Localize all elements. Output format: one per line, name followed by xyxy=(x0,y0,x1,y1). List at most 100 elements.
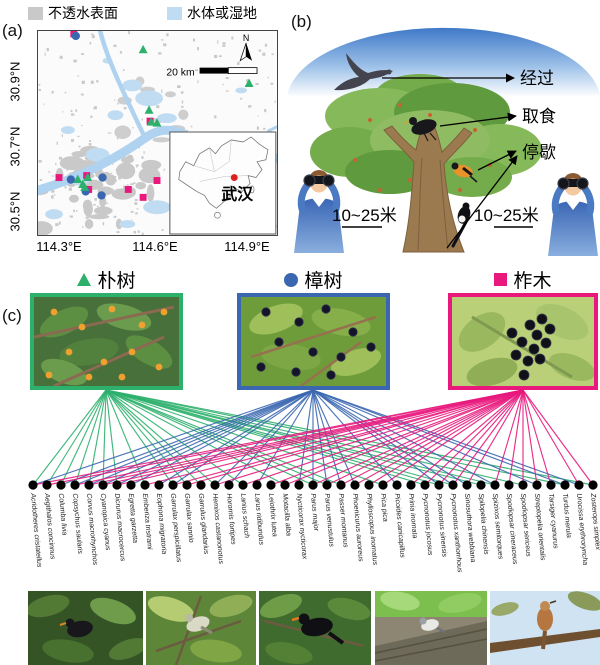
green-triangle-icon xyxy=(77,273,92,286)
legend-item-impervious: 不透水表面 xyxy=(28,3,118,23)
bird-name-label: Urocissa erythroryncha xyxy=(575,493,589,566)
bird-name-label: Tarsiger cyanurus xyxy=(547,493,559,549)
bird-name-label: Emberiza tristrami xyxy=(141,493,153,550)
bird-node xyxy=(210,480,220,490)
bird-name-label: Parus venustulus xyxy=(323,493,335,548)
bird-node xyxy=(238,480,248,490)
fruit-tree xyxy=(310,74,542,253)
bird-name-label: Spodiopsar cineraceus xyxy=(505,493,519,565)
bird-name-label: Egretta garzetta xyxy=(127,493,139,544)
bird-name-label: Larus ridibundus xyxy=(253,493,265,546)
site-marker-camphor xyxy=(66,175,76,184)
bird-node xyxy=(588,480,598,490)
bird-photo-5 xyxy=(490,591,600,665)
bird-node xyxy=(420,480,430,490)
network-edge xyxy=(186,389,524,486)
network-edge xyxy=(88,389,107,486)
bird-name-label: Copsychus saularis xyxy=(71,493,84,555)
network-edge xyxy=(312,389,440,486)
bird-name-label: Picoides canicapillus xyxy=(393,493,406,559)
bird-node xyxy=(392,480,402,490)
network-edge xyxy=(522,389,538,486)
bird-node xyxy=(364,480,374,490)
y-tick-2: 30.7°N xyxy=(7,126,23,167)
bird-name-label: Zosterops simplex xyxy=(589,493,600,551)
bird-node xyxy=(308,480,318,490)
bird-node xyxy=(112,480,122,490)
xylosma-label: 柞木 xyxy=(448,266,598,293)
bird-name-label: Pycnonotus sinensis xyxy=(435,493,448,558)
bird-name-label: Prinia inornata xyxy=(407,493,418,539)
bird-name-label: Columba livia xyxy=(57,493,68,536)
bird-node xyxy=(70,480,80,490)
bird-node xyxy=(42,480,52,490)
bird-node xyxy=(140,480,150,490)
observation-illustration: 经过 取食 停歇 10~25米 10~25米 xyxy=(287,27,600,258)
bird-name-label: Lanius schach xyxy=(239,493,250,539)
network-edge xyxy=(312,389,524,486)
bird-name-label: Horornis fortipes xyxy=(225,493,237,545)
site-marker-xylosma xyxy=(124,185,132,193)
bird-node xyxy=(252,480,262,490)
sampling-sites xyxy=(55,31,254,201)
network-edge xyxy=(368,389,524,486)
perching-label: 停歇 xyxy=(522,143,556,162)
bird-name-label: Aegithalos concinnus xyxy=(43,493,56,560)
network-edge xyxy=(46,389,107,486)
pink-square-icon xyxy=(494,273,508,286)
network-edge xyxy=(494,389,524,486)
bird-name-label: Motacilla alba xyxy=(281,493,292,537)
site-marker-xylosma xyxy=(153,177,161,184)
bird-name-label: Leiothrix lutea xyxy=(267,493,278,538)
bird-name-label: Phoenicurus auroreus xyxy=(351,493,364,562)
site-marker-hackberry xyxy=(152,118,162,127)
bird-name-label: Garrulax sannio xyxy=(183,493,195,543)
bird-node xyxy=(434,480,444,490)
bird-node xyxy=(532,480,542,490)
bird-name-label: Garrulus glandarius xyxy=(197,493,210,555)
impervious-swatch xyxy=(28,6,43,20)
network-edge xyxy=(270,389,524,486)
camphor-label: 樟树 xyxy=(237,266,390,293)
bird-photo-2 xyxy=(146,591,256,665)
site-marker-hackberry xyxy=(73,174,83,184)
bird-node xyxy=(182,480,192,490)
bird-name-label: Acridotheres cristatellus xyxy=(29,493,43,568)
svg-text:20 km: 20 km xyxy=(166,68,194,79)
flying-pigeon-icon xyxy=(334,53,393,91)
bird-name-label: Corvus macrorhynchos xyxy=(85,493,99,566)
network-edge xyxy=(382,389,524,486)
bird-name-label: Spilopelia chinensis xyxy=(477,493,490,555)
distance-left-label: 10~25米 xyxy=(332,206,397,225)
x-tick-3: 114.9°E xyxy=(224,239,270,254)
network-edge xyxy=(242,389,524,486)
bird-node xyxy=(518,480,528,490)
site-marker-hackberry xyxy=(144,105,154,114)
network-edge xyxy=(102,389,314,486)
china-outline xyxy=(178,136,269,209)
bird-node xyxy=(126,480,136,490)
bird-name-label: Passer montanus xyxy=(337,493,349,548)
site-marker-xylosma xyxy=(139,193,147,201)
china-inset-map: 武汉 xyxy=(169,131,277,235)
site-marker-xylosma xyxy=(55,174,63,182)
network-edge xyxy=(410,389,524,486)
network-edge xyxy=(32,389,314,486)
bird-node xyxy=(448,480,458,490)
site-marker-hackberry xyxy=(244,78,254,87)
bird-node xyxy=(56,480,66,490)
bird-node xyxy=(504,480,514,490)
site-marker-camphor xyxy=(97,191,106,200)
network-edge xyxy=(326,389,524,486)
bird-name-label: Streptopelia orientalis xyxy=(533,493,546,561)
network-edge xyxy=(522,389,580,486)
bird-photo-3 xyxy=(259,591,371,665)
bird-name-label: Parus major xyxy=(309,493,320,532)
network-edge xyxy=(284,389,524,486)
bird-name-label: Nycticorax nycticorax xyxy=(295,493,308,560)
bird-node xyxy=(84,480,94,490)
bird-node xyxy=(462,480,472,490)
site-marker-camphor xyxy=(71,31,80,41)
bird-node xyxy=(546,480,556,490)
